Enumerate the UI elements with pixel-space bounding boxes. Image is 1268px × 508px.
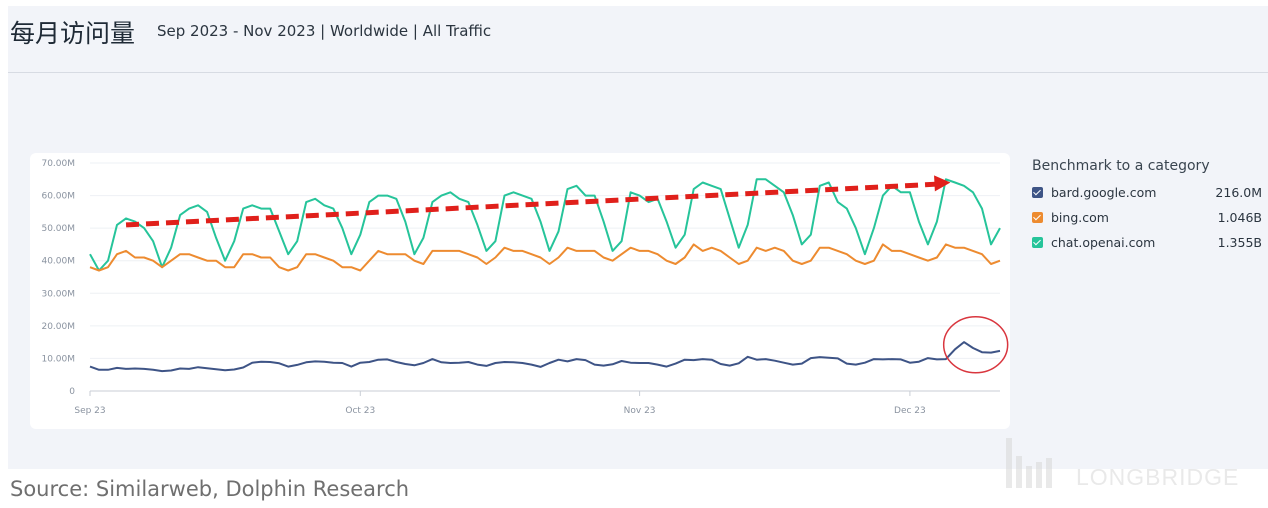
x-axis-ticks: Sep 23 Oct 23 Nov 23 Dec 23 xyxy=(74,391,926,416)
series-line-bard-google-com xyxy=(89,341,1001,373)
legend: Benchmark to a category bard.google.com … xyxy=(1032,158,1262,255)
x-tick-label: Dec 23 xyxy=(894,406,926,416)
x-tick-label: Sep 23 xyxy=(74,406,105,416)
legend-item-name: bing.com xyxy=(1051,210,1109,225)
page-subtitle: Sep 2023 - Nov 2023 | Worldwide | All Tr… xyxy=(157,22,492,40)
highlight-circle xyxy=(942,315,1009,374)
legend-item-value: 1.355B xyxy=(1217,235,1262,250)
legend-item-value: 1.046B xyxy=(1217,210,1262,225)
checkbox-icon[interactable] xyxy=(1032,212,1043,223)
header: 每月访问量 Sep 2023 - Nov 2023 | Worldwide | … xyxy=(8,6,1268,73)
y-tick-label: 20.00M xyxy=(41,322,75,332)
legend-item-value: 216.0M xyxy=(1215,185,1262,200)
page-title: 每月访问量 xyxy=(10,19,136,48)
x-tick-label: Oct 23 xyxy=(345,406,375,416)
watermark-text: LONGBRIDGE xyxy=(1076,464,1240,490)
source-caption: Source: Similarweb, Dolphin Research xyxy=(10,477,410,501)
line-chart: 0 10.00M 20.00M 30.00M 40.00M 50.00M 60.00M 70.… xyxy=(41,159,1009,416)
chart-card: 0 10.00M 20.00M 30.00M 40.00M 50.00M 60.00M 70.… xyxy=(30,153,1010,429)
checkbox-icon[interactable] xyxy=(1032,237,1043,248)
x-tick-label: Nov 23 xyxy=(624,406,656,416)
y-tick-label: 30.00M xyxy=(41,289,75,299)
legend-item-name: bard.google.com xyxy=(1051,185,1157,200)
watermark: LONGBRIDGE xyxy=(1004,436,1254,490)
y-axis-ticks: 0 10.00M 20.00M 30.00M 40.00M 50.00M 60.00M 70.… xyxy=(41,159,75,397)
series-line-bing-com xyxy=(89,243,1001,272)
y-tick-label: 50.00M xyxy=(41,224,75,234)
y-tick-label: 60.00M xyxy=(41,192,75,202)
legend-title: Benchmark to a category xyxy=(1032,158,1210,174)
legend-item-bard[interactable]: bard.google.com 216.0M xyxy=(1032,180,1262,205)
legend-item-name: chat.openai.com xyxy=(1051,235,1156,250)
series-line-chat-openai-com xyxy=(89,178,1001,272)
grid-lines xyxy=(90,162,1000,392)
legend-item-chatgpt[interactable]: chat.openai.com 1.355B xyxy=(1032,230,1262,255)
y-tick-label: 70.00M xyxy=(41,159,75,169)
report-panel: 每月访问量 Sep 2023 - Nov 2023 | Worldwide | … xyxy=(8,6,1268,469)
y-tick-label: 0 xyxy=(69,387,75,397)
trend-arrow-head-icon xyxy=(934,175,951,192)
trend-arrow-line xyxy=(125,181,941,228)
annotations xyxy=(125,175,1009,374)
y-tick-label: 10.00M xyxy=(41,354,75,364)
y-tick-label: 40.00M xyxy=(41,257,75,267)
bar-logo-icon xyxy=(1006,438,1052,488)
series-lines xyxy=(89,178,1001,373)
legend-item-bing[interactable]: bing.com 1.046B xyxy=(1032,205,1262,230)
checkbox-icon[interactable] xyxy=(1032,187,1043,198)
